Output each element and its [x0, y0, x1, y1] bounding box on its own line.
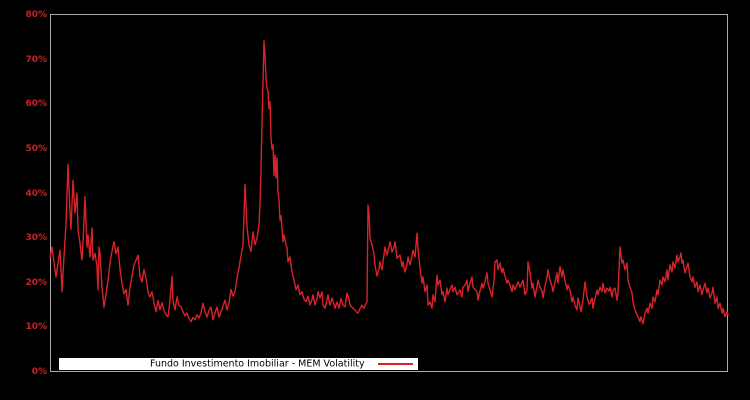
y-tick-label-0: 0% — [31, 367, 47, 377]
y-tick-label-40: 40% — [25, 188, 47, 199]
legend-line-sample-icon — [378, 363, 413, 365]
y-tick-label-80: 80% — [25, 10, 47, 20]
y-tick-label-30: 30% — [25, 233, 47, 244]
y-tick-label-10: 10% — [25, 322, 47, 333]
y-tick-label-60: 60% — [25, 99, 47, 110]
y-tick-label-50: 50% — [25, 143, 47, 154]
volatility-line-series — [49, 40, 729, 325]
y-tick-label-70: 70% — [25, 54, 47, 65]
legend: Fundo Investimento Imobiliar - MEM Volat… — [59, 358, 418, 370]
plot-area-border — [50, 14, 728, 372]
legend-label: Fundo Investimento Imobiliar - MEM Volat… — [150, 358, 365, 370]
y-tick-label-20: 20% — [25, 277, 47, 288]
